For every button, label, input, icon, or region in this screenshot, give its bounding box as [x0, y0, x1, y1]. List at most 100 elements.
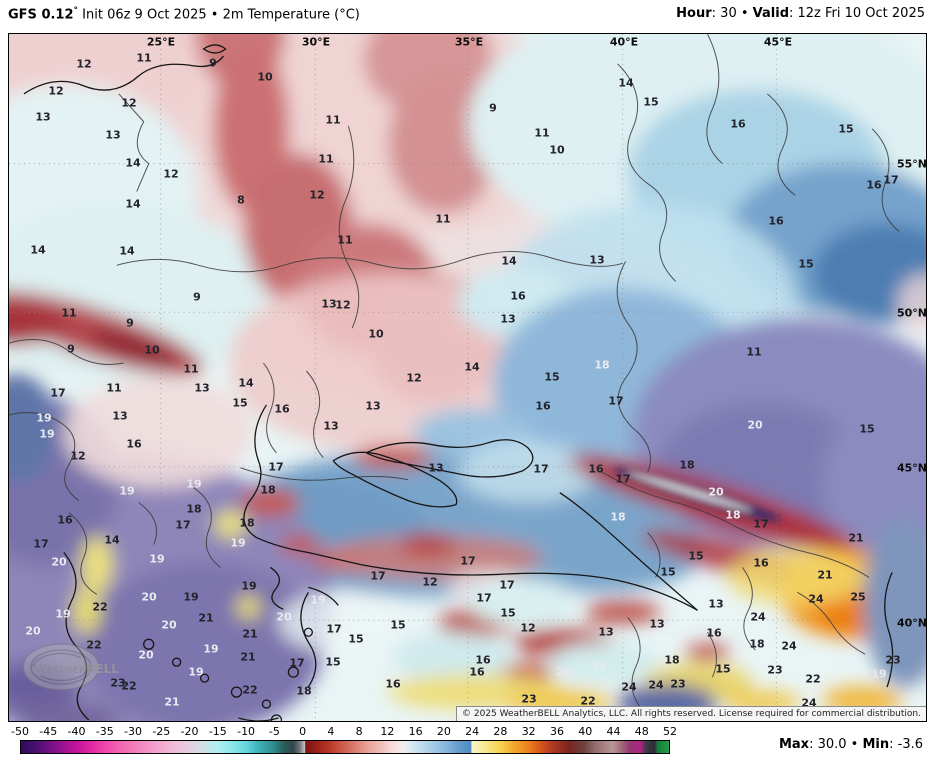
temp-value-label: 13 — [589, 253, 605, 267]
temp-value-label: 16 — [535, 399, 551, 413]
temp-value-label: 14 — [238, 376, 254, 390]
temp-value-label: 18 — [725, 508, 741, 522]
temp-value-label: 15 — [715, 662, 731, 676]
temp-value-label: 16 — [385, 677, 401, 691]
temp-value-label: 25 — [850, 590, 866, 604]
temp-value-label: 14 — [30, 243, 46, 257]
temperature-field — [9, 34, 926, 721]
colorbar-tick: 20 — [436, 725, 451, 738]
temp-value-label: 24 — [781, 639, 797, 653]
temp-value-label: 19 — [186, 477, 202, 491]
temp-value-label: 18 — [679, 458, 695, 472]
longitude-label: 45°E — [763, 35, 793, 49]
colorbar-tick: 8 — [355, 725, 363, 738]
temp-value-label: 12 — [121, 96, 137, 110]
temp-value-label: 20 — [51, 555, 67, 569]
temp-value-label: 12 — [406, 371, 422, 385]
temp-value-label: 9 — [489, 101, 497, 115]
temp-value-label: 13 — [500, 312, 516, 326]
temp-value-label: 20 — [276, 610, 292, 624]
colorbar-tick: -20 — [180, 725, 199, 738]
temp-value-label: 17 — [460, 554, 476, 568]
temp-value-label: 15 — [798, 257, 814, 271]
latitude-label: 40°N — [896, 616, 928, 630]
temp-value-label: 16 — [866, 178, 882, 192]
max-min-readout: Max: 30.0 • Min: -3.6 — [779, 737, 923, 752]
temp-value-label: 15 — [232, 396, 248, 410]
colorbar-tick: -45 — [39, 725, 58, 738]
model-degree: ° — [73, 6, 79, 16]
temp-value-label: 22 — [805, 672, 821, 686]
temp-value-label: 13 — [112, 409, 128, 423]
colorbar — [20, 740, 670, 754]
colorbar-tick: 0 — [299, 725, 307, 738]
temp-value-label: 12 — [520, 621, 536, 635]
temp-value-label: 11 — [325, 113, 341, 127]
temp-value-label: 19 — [119, 484, 135, 498]
valid-bar: Hour: 30 • Valid: 12z Fri 10 Oct 2025 — [676, 6, 925, 21]
colorbar-tick: 52 — [663, 725, 677, 738]
temp-value-label: 20 — [141, 590, 157, 604]
temp-value-label: 13 — [708, 597, 724, 611]
temp-value-label: 12 — [163, 167, 179, 181]
temp-value-label: 17 — [33, 537, 49, 551]
temp-value-label: 10 — [368, 327, 384, 341]
temp-value-label: 13 — [365, 399, 381, 413]
colorbar-tick: 16 — [408, 725, 423, 738]
temp-value-label: 18 — [296, 684, 312, 698]
temp-value-label: 19 — [241, 579, 257, 593]
temp-value-label: 15 — [544, 370, 560, 384]
temp-value-label: 19 — [230, 536, 246, 550]
temp-value-label: 12 — [422, 575, 438, 589]
colorbar-tick: 44 — [606, 725, 621, 738]
temp-value-label: 16 — [274, 402, 290, 416]
weatherbell-watermark: WEATHERBELL — [19, 638, 139, 696]
temp-value-label: 21 — [198, 611, 214, 625]
temp-value-label: 24 — [621, 680, 637, 694]
caucasus-ridge-detail — [613, 467, 782, 522]
temp-value-label: 10 — [257, 70, 273, 84]
temp-value-label: 15 — [660, 565, 676, 579]
temp-value-label: 18 — [664, 653, 680, 667]
temp-value-label: 18 — [186, 502, 202, 516]
temp-value-label: 14 — [125, 197, 141, 211]
temp-value-label: 22 — [242, 683, 258, 697]
weatherbell-watermark-text: WEATHERBELL — [35, 662, 119, 676]
colorbar-tick: 4 — [327, 725, 335, 738]
temp-value-label: 20 — [556, 665, 572, 679]
temp-value-label: 13 — [428, 461, 444, 475]
colorbar-tick: -10 — [237, 725, 256, 738]
temp-value-label: 15 — [390, 618, 406, 632]
model-name: GFS 0.12 — [8, 7, 74, 23]
temp-value-label: 19 — [39, 427, 55, 441]
temp-value-label: 16 — [768, 214, 784, 228]
hour-value: : 30 • — [711, 6, 753, 21]
temp-value-label: 12 — [335, 298, 351, 312]
temp-value-label: 16 — [510, 289, 526, 303]
temp-value-label: 19 — [149, 552, 165, 566]
temp-value-label: 21 — [817, 568, 833, 582]
colorbar-tick: -35 — [95, 725, 114, 738]
temp-value-label: 24 — [648, 678, 664, 692]
temp-value-label: 18 — [594, 358, 610, 372]
temp-value-label: 17 — [499, 578, 515, 592]
colorbar-tick: 28 — [493, 725, 508, 738]
colorbar-tick-labels: -50 -45 -40 -35 -30 -25 -20 -15 -10 -5 0 4 8 12 16 20 24… — [0, 726, 935, 738]
temp-value-label: 11 — [534, 126, 550, 140]
temp-value-label: 20 — [708, 485, 724, 499]
temp-value-label: 11 — [61, 306, 77, 320]
temp-value-label: 9 — [193, 290, 201, 304]
colorbar-tick: 32 — [521, 725, 536, 738]
temp-value-label: 15 — [325, 655, 341, 669]
temp-value-label: 13 — [323, 419, 339, 433]
temp-value-label: 12 — [76, 57, 92, 71]
temp-value-label: 11 — [337, 233, 353, 247]
temp-value-label: 13 — [598, 625, 614, 639]
colorbar-tick: -25 — [152, 725, 171, 738]
colorbar-tick: -5 — [268, 725, 280, 738]
temp-value-label: 24 — [808, 592, 824, 606]
temp-value-label: 15 — [688, 549, 704, 563]
temperature-shading — [9, 34, 926, 721]
temp-value-label: 18 — [610, 510, 626, 524]
temp-value-label: 17 — [50, 386, 66, 400]
